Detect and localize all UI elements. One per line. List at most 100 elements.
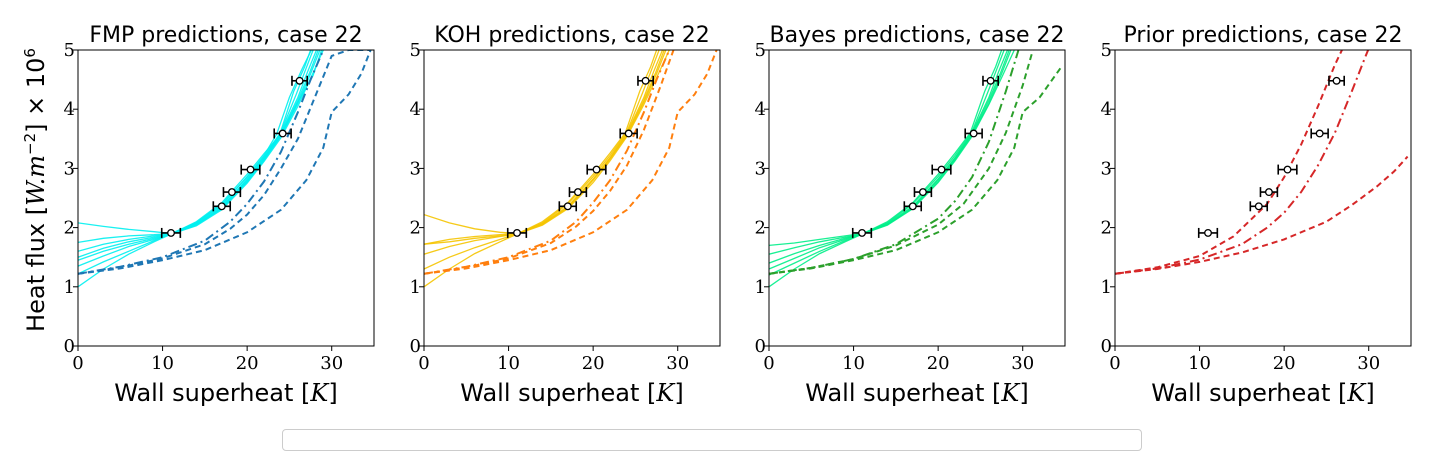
y-tick-label: 0 — [64, 336, 75, 357]
observation-point — [506, 227, 528, 238]
x-tick-label: 30 — [1357, 353, 1380, 374]
observation-point — [1310, 128, 1329, 139]
plot-area — [1115, 50, 1409, 275]
ensemble-curve — [769, 50, 1012, 247]
y-tick-label: 0 — [1101, 336, 1112, 357]
y-tick-label: 3 — [64, 158, 75, 179]
x-tick-label: 20 — [582, 353, 605, 374]
ensemble-curve — [78, 50, 324, 258]
dashdot-model-curve — [78, 50, 325, 275]
observation-point — [222, 187, 242, 198]
x-tick-label: 30 — [320, 353, 343, 374]
observation-point — [1249, 201, 1269, 212]
dashed-model-curve — [78, 50, 371, 275]
ensemble-curve — [769, 50, 1010, 270]
panel-2: KOH predictions, case 22 Wall superheat [… — [410, 23, 721, 407]
observation-point — [964, 128, 983, 139]
observation-point — [637, 75, 654, 86]
y-tick-label: 5 — [755, 40, 766, 61]
x-tick-label: 10 — [1188, 353, 1211, 374]
ensemble-curve — [78, 50, 312, 288]
x-tick-label: 20 — [927, 353, 950, 374]
dashed-model-curve — [1115, 155, 1409, 275]
y-tick-label: 2 — [1101, 218, 1112, 239]
x-tick-label: 0 — [72, 353, 83, 374]
observation-point — [273, 128, 292, 139]
x-tick-label: 0 — [763, 353, 774, 374]
observation-point — [160, 227, 182, 238]
panel-title: Prior predictions, case 22 — [1124, 23, 1403, 48]
y-tick-label: 0 — [755, 336, 766, 357]
dashdot-model-curve — [1115, 50, 1370, 275]
x-tick-label: 30 — [1011, 353, 1034, 374]
observation-point — [619, 128, 638, 139]
panel-3: Bayes predictions, case 22 Wall superheat… — [755, 23, 1066, 407]
dashed-model-curve — [1115, 50, 1344, 275]
x-axis-label: Wall superheat [K] — [1151, 379, 1374, 407]
observation-point — [1259, 187, 1279, 198]
y-tick-label: 3 — [410, 158, 421, 179]
observation-point — [982, 75, 999, 86]
observation-point — [212, 201, 232, 212]
x-tick-label: 10 — [497, 353, 520, 374]
y-tick-label: 3 — [1101, 158, 1112, 179]
panel-title: KOH predictions, case 22 — [434, 23, 709, 48]
plot-area — [78, 50, 372, 288]
x-axis-label: Wall superheat [K] — [114, 379, 337, 407]
dashdot-model-curve — [769, 50, 1020, 275]
y-tick-label: 2 — [410, 218, 421, 239]
x-axis-label: Wall superheat [K] — [460, 379, 683, 407]
observation-point — [291, 75, 308, 86]
y-tick-label: 5 — [1101, 40, 1112, 61]
y-tick-label: 5 — [64, 40, 75, 61]
x-tick-label: 30 — [666, 353, 689, 374]
axes-frame — [768, 49, 1066, 347]
panel-1: FMP predictions, case 22 Wall superheat [… — [64, 23, 375, 407]
y-tick-label: 3 — [755, 158, 766, 179]
axes-frame — [1114, 49, 1412, 347]
observation-point — [586, 164, 607, 175]
y-tick-label: 0 — [410, 336, 421, 357]
ensemble-curve — [424, 50, 664, 245]
ensemble-curve — [424, 50, 660, 288]
figure: Heat flux [W.m−2] × 106 FMP predictions,… — [21, 23, 1412, 407]
ensemble-curve — [769, 50, 1003, 264]
observation-point — [931, 164, 952, 175]
panel-title: FMP predictions, case 22 — [89, 23, 362, 48]
y-tick-label: 5 — [410, 40, 421, 61]
y-tick-label: 4 — [64, 99, 75, 120]
y-tick-label: 1 — [410, 277, 421, 298]
y-tick-label: 4 — [755, 99, 766, 120]
plot-area — [769, 50, 1063, 288]
ensemble-curve — [78, 50, 319, 244]
y-tick-label: 1 — [1101, 277, 1112, 298]
observation-point — [1277, 164, 1298, 175]
ensemble-curve — [769, 50, 1005, 288]
axes-frame — [77, 49, 375, 347]
axes-frame — [423, 49, 721, 347]
panel-title: Bayes predictions, case 22 — [770, 23, 1065, 48]
x-tick-label: 20 — [236, 353, 259, 374]
observation-point — [558, 201, 578, 212]
observation-point — [903, 201, 923, 212]
x-tick-label: 10 — [842, 353, 865, 374]
observation-point — [240, 164, 261, 175]
observation-point — [913, 187, 933, 198]
observation-point — [1197, 227, 1219, 238]
x-tick-label: 0 — [418, 353, 429, 374]
observation-point — [568, 187, 588, 198]
y-tick-label: 4 — [410, 99, 421, 120]
plot-area — [424, 50, 718, 288]
y-tick-label: 2 — [64, 218, 75, 239]
ensemble-curve — [78, 50, 323, 261]
dashed-model-curve — [769, 66, 1063, 275]
panel-4: Prior predictions, case 22 Wall superheat… — [1101, 23, 1412, 407]
x-tick-label: 0 — [1109, 353, 1120, 374]
legend-box — [282, 429, 1142, 451]
x-tick-label: 10 — [151, 353, 174, 374]
ensemble-curve — [424, 50, 658, 270]
observation-point — [1328, 75, 1345, 86]
dashed-model-curve — [78, 50, 372, 275]
x-axis-label: Wall superheat [K] — [805, 379, 1028, 407]
y-tick-label: 1 — [64, 277, 75, 298]
